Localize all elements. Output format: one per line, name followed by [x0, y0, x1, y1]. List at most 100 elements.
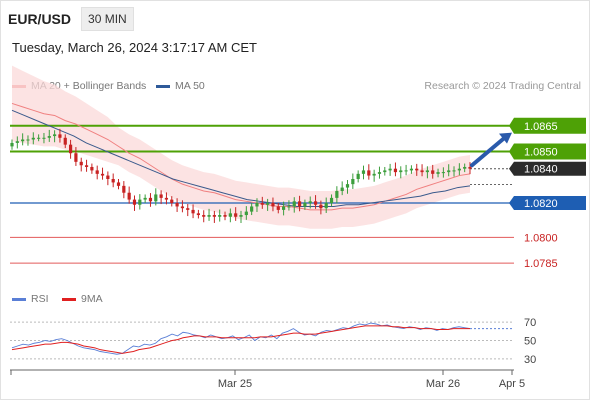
rsi-tick-label: 70: [524, 317, 536, 329]
candle: [191, 204, 195, 219]
candle: [111, 173, 115, 188]
candle-body: [447, 170, 451, 173]
candle: [244, 206, 248, 220]
candle: [260, 196, 264, 209]
candle-body: [154, 194, 158, 202]
rsi-ma-legend-label: 9MA: [81, 293, 103, 305]
candle: [106, 171, 110, 186]
rsi-ma-line: [11, 325, 470, 354]
candle: [228, 208, 232, 223]
candle-body: [367, 170, 371, 176]
candle-body: [340, 187, 344, 192]
candle-body: [356, 173, 360, 179]
candle-body: [260, 203, 264, 205]
candle: [282, 201, 286, 216]
last-price-label: 1.0840: [524, 164, 558, 176]
candle: [468, 162, 472, 175]
candle-body: [68, 144, 73, 154]
candle: [292, 197, 296, 213]
candle-body: [186, 208, 190, 210]
bollinger-band-area: [12, 65, 470, 229]
candle: [127, 186, 131, 204]
ma50-line: [11, 109, 471, 207]
candle: [239, 210, 243, 223]
candle: [15, 136, 19, 149]
candle: [425, 166, 429, 179]
candle: [122, 181, 126, 199]
candle: [457, 163, 461, 176]
projection-arrow-shaft: [470, 134, 508, 168]
candle: [297, 195, 302, 212]
candle: [308, 196, 312, 209]
candle: [148, 193, 153, 207]
candle-body: [10, 142, 14, 147]
candle: [361, 165, 366, 180]
candle: [441, 167, 445, 178]
candle: [154, 188, 158, 206]
legend-rsi: RSI: [12, 293, 49, 305]
candle-body: [223, 215, 227, 217]
support-value-label: 1.0785: [524, 258, 558, 270]
candle: [335, 186, 339, 204]
candle: [223, 211, 227, 221]
support-value-label: 1.0820: [524, 198, 558, 210]
candle-body: [383, 170, 387, 173]
candle-body: [388, 168, 392, 171]
candle-body: [196, 213, 200, 216]
candle: [303, 199, 307, 210]
candle-body: [58, 134, 62, 138]
candle-body: [399, 170, 403, 173]
candle-body: [95, 170, 99, 174]
candle: [404, 164, 408, 176]
candle-body: [308, 201, 312, 204]
candle: [95, 165, 99, 180]
candle-body: [212, 215, 216, 217]
candle-body: [218, 215, 222, 217]
candle: [287, 200, 291, 211]
candle-body: [143, 197, 147, 200]
candle: [409, 165, 414, 174]
support-tag-bg: [509, 196, 586, 211]
candle-body: [329, 197, 334, 204]
candle-body: [148, 197, 153, 202]
projection-arrowhead: [499, 132, 512, 144]
candle-body: [63, 137, 67, 145]
candle: [345, 180, 350, 194]
support-value-label: 1.0800: [524, 232, 558, 244]
candle: [63, 134, 67, 149]
candle-body: [287, 206, 291, 208]
credit-text: Research © 2024 Trading Central: [424, 80, 581, 92]
candle: [74, 147, 78, 166]
candle-body: [377, 172, 382, 174]
last-price-tag: 1.0840: [509, 161, 586, 176]
candle: [37, 134, 41, 142]
resistance-value-label: 1.0850: [524, 147, 558, 159]
rsi-tick-label: 30: [524, 354, 536, 366]
timeframe-button[interactable]: 30 MIN: [81, 7, 134, 31]
candle-body: [122, 185, 126, 193]
candle: [255, 198, 259, 212]
candle-body: [53, 134, 57, 137]
candle-body: [282, 206, 286, 210]
candle: [31, 132, 35, 145]
candle: [186, 204, 190, 217]
candle: [90, 163, 94, 174]
x-tick-label: Mar 25: [218, 378, 252, 390]
candle: [218, 209, 222, 222]
rsi-tick-label: 50: [524, 336, 536, 348]
candle-body: [457, 168, 461, 171]
candle: [175, 198, 179, 212]
candle: [170, 196, 174, 207]
candle: [266, 198, 270, 211]
candle-body: [132, 199, 137, 205]
resistance-tag-1.0865: 1.0865: [509, 117, 586, 134]
candle-body: [180, 206, 185, 209]
candle-body: [345, 184, 350, 188]
candle-body: [234, 213, 238, 217]
candle: [58, 128, 62, 143]
candle: [367, 164, 371, 180]
candle-body: [100, 173, 105, 176]
candle: [250, 203, 254, 216]
candle: [212, 210, 216, 223]
